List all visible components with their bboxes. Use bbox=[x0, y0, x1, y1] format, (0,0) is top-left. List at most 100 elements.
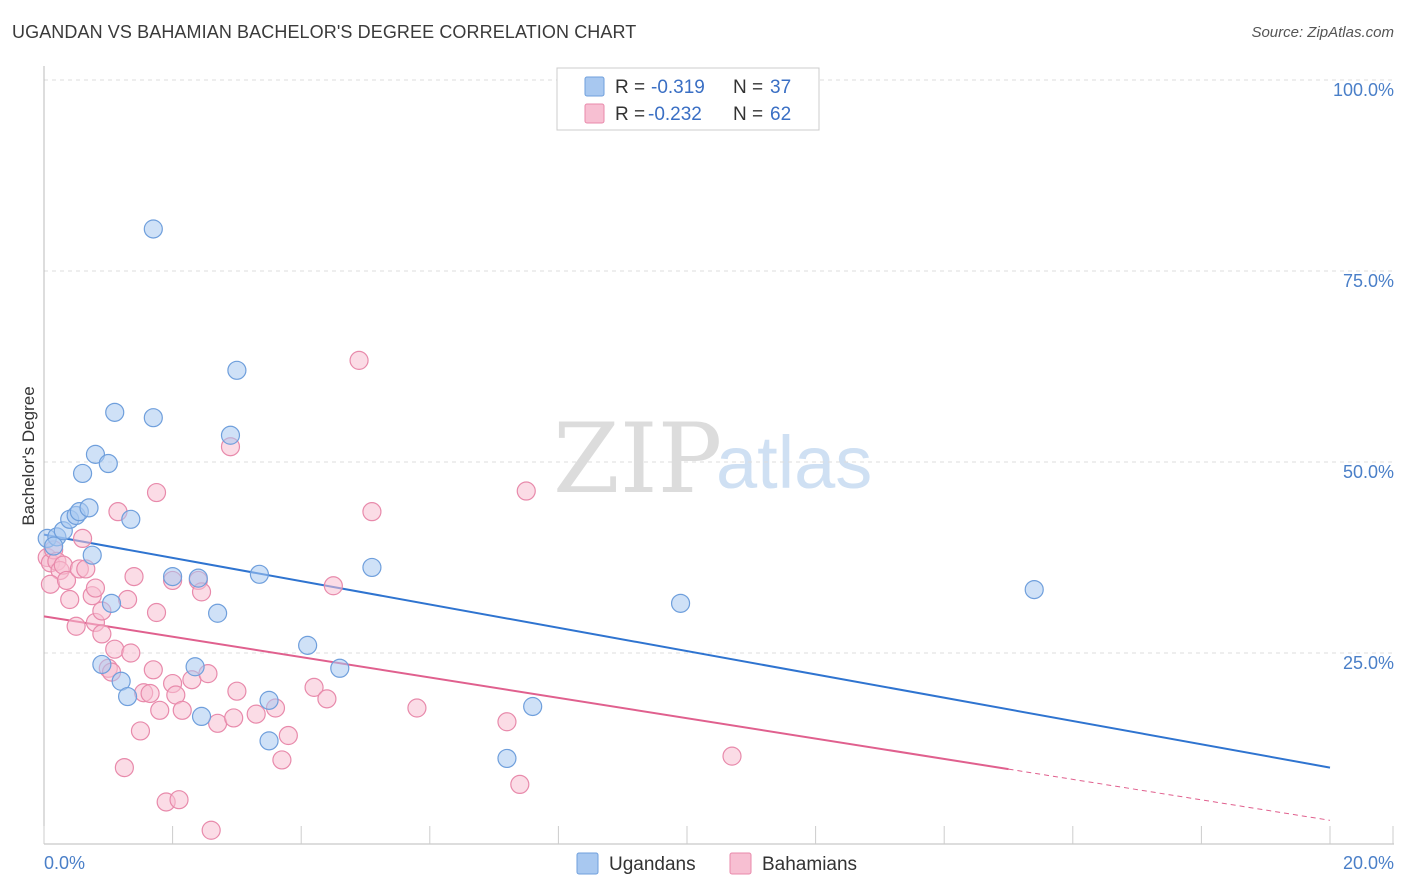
point-ugandans bbox=[497, 748, 517, 769]
point-bahamians bbox=[146, 602, 167, 623]
point-bahamians bbox=[362, 502, 382, 522]
point-bahamians bbox=[516, 481, 536, 501]
stats-legend: R = -0.319 N = 37 R = -0.232 N = 62 bbox=[556, 67, 820, 131]
point-ugandans bbox=[143, 408, 163, 428]
point-ugandans bbox=[143, 219, 163, 239]
legend-n-value-ugandans: 37 bbox=[770, 77, 791, 98]
point-ugandans bbox=[98, 453, 118, 474]
point-bahamians bbox=[722, 746, 742, 766]
point-bahamians bbox=[140, 683, 160, 704]
point-ugandans bbox=[79, 498, 99, 518]
point-bahamians bbox=[92, 624, 112, 644]
series-legend-swatch-ugandans bbox=[576, 852, 599, 875]
point-bahamians bbox=[169, 790, 189, 810]
axes-layer bbox=[43, 66, 1394, 845]
x-tick-label-min: 0.0% bbox=[44, 853, 85, 873]
point-ugandans bbox=[163, 566, 183, 587]
legend-swatch-ugandans bbox=[584, 76, 605, 97]
trend-line-bahamians-extrapolated bbox=[1008, 768, 1331, 821]
y-tick-label: 25.0% bbox=[1343, 653, 1394, 673]
point-ugandans bbox=[117, 686, 138, 707]
point-bahamians bbox=[201, 820, 221, 840]
point-bahamians bbox=[130, 721, 151, 741]
point-bahamians bbox=[114, 757, 134, 778]
point-ugandans bbox=[101, 593, 122, 613]
point-bahamians bbox=[172, 700, 192, 720]
point-bahamians bbox=[510, 774, 530, 795]
point-bahamians bbox=[224, 708, 244, 728]
point-ugandans bbox=[1024, 579, 1044, 600]
point-ugandans bbox=[82, 545, 102, 565]
legend-r-value-bahamians: -0.232 bbox=[648, 104, 702, 125]
y-axis-label: Bachelor's Degree bbox=[19, 386, 38, 525]
point-ugandans bbox=[188, 568, 208, 588]
point-bahamians bbox=[56, 570, 77, 591]
point-ugandans bbox=[92, 654, 112, 675]
point-ugandans bbox=[185, 657, 205, 677]
point-ugandans bbox=[523, 696, 543, 717]
watermark-zip: ZIP bbox=[553, 403, 722, 515]
points-layer bbox=[37, 219, 1044, 840]
grid-layer bbox=[44, 79, 1394, 654]
legend-n-label-ugandans: N = bbox=[733, 77, 763, 98]
point-ugandans bbox=[220, 425, 241, 445]
trend-layer bbox=[43, 533, 1331, 821]
point-bahamians bbox=[72, 528, 93, 549]
point-bahamians bbox=[349, 350, 369, 370]
point-ugandans bbox=[121, 509, 141, 529]
legend-n-label-bahamians: N = bbox=[733, 104, 763, 125]
trend-line-ugandans bbox=[43, 533, 1331, 769]
y-tick-label: 100.0% bbox=[1333, 80, 1394, 100]
point-bahamians bbox=[246, 704, 266, 724]
labels-layer: 25.0% 50.0% 75.0% 100.0% bbox=[1333, 80, 1394, 673]
point-bahamians bbox=[105, 639, 125, 659]
point-ugandans bbox=[249, 564, 270, 584]
legend-r-label-bahamians: R = bbox=[615, 104, 645, 125]
point-bahamians bbox=[497, 712, 517, 732]
point-bahamians bbox=[272, 750, 292, 770]
watermark-atlas: atlas bbox=[716, 421, 872, 504]
point-bahamians bbox=[323, 576, 343, 596]
series-legend-label-bahamians: Bahamians bbox=[762, 854, 857, 875]
point-bahamians bbox=[143, 660, 163, 680]
point-ugandans bbox=[259, 690, 279, 710]
point-ugandans bbox=[227, 360, 247, 380]
source-credit: Source: ZipAtlas.com bbox=[1251, 24, 1394, 41]
series-legend-swatch-bahamians bbox=[729, 852, 752, 875]
point-bahamians bbox=[124, 566, 144, 587]
point-bahamians bbox=[208, 713, 228, 733]
point-bahamians bbox=[304, 677, 324, 697]
point-ugandans bbox=[670, 593, 691, 613]
legend-n-value-bahamians: 62 bbox=[770, 104, 791, 125]
series-legend-label-ugandans: Ugandans bbox=[609, 854, 696, 875]
point-bahamians bbox=[227, 681, 247, 701]
point-ugandans bbox=[208, 603, 228, 623]
trend-line-bahamians bbox=[43, 615, 1009, 771]
legend-r-value-ugandans: -0.319 bbox=[651, 77, 705, 98]
point-ugandans bbox=[44, 536, 64, 556]
point-bahamians bbox=[60, 589, 80, 610]
y-tick-label: 75.0% bbox=[1343, 271, 1394, 291]
x-tick-label-max: 20.0% bbox=[1343, 853, 1394, 873]
point-bahamians bbox=[407, 698, 427, 718]
point-ugandans bbox=[298, 635, 318, 655]
point-bahamians bbox=[278, 725, 298, 746]
point-ugandans bbox=[362, 557, 382, 578]
point-bahamians bbox=[317, 689, 337, 709]
point-ugandans bbox=[330, 658, 350, 678]
chart-title: UGANDAN VS BAHAMIAN BACHELOR'S DEGREE CO… bbox=[12, 22, 637, 42]
point-bahamians bbox=[117, 589, 138, 610]
series-legend: Ugandans Bahamians bbox=[576, 852, 857, 875]
point-bahamians bbox=[40, 574, 61, 594]
point-bahamians bbox=[85, 578, 106, 598]
point-ugandans bbox=[105, 402, 125, 422]
legend-swatch-bahamians bbox=[584, 103, 605, 124]
point-ugandans bbox=[259, 731, 279, 751]
point-bahamians bbox=[146, 482, 167, 503]
y-tick-label: 50.0% bbox=[1343, 462, 1394, 482]
point-bahamians bbox=[150, 700, 170, 720]
point-ugandans bbox=[72, 463, 93, 484]
point-bahamians bbox=[66, 616, 86, 636]
point-bahamians bbox=[121, 643, 141, 663]
